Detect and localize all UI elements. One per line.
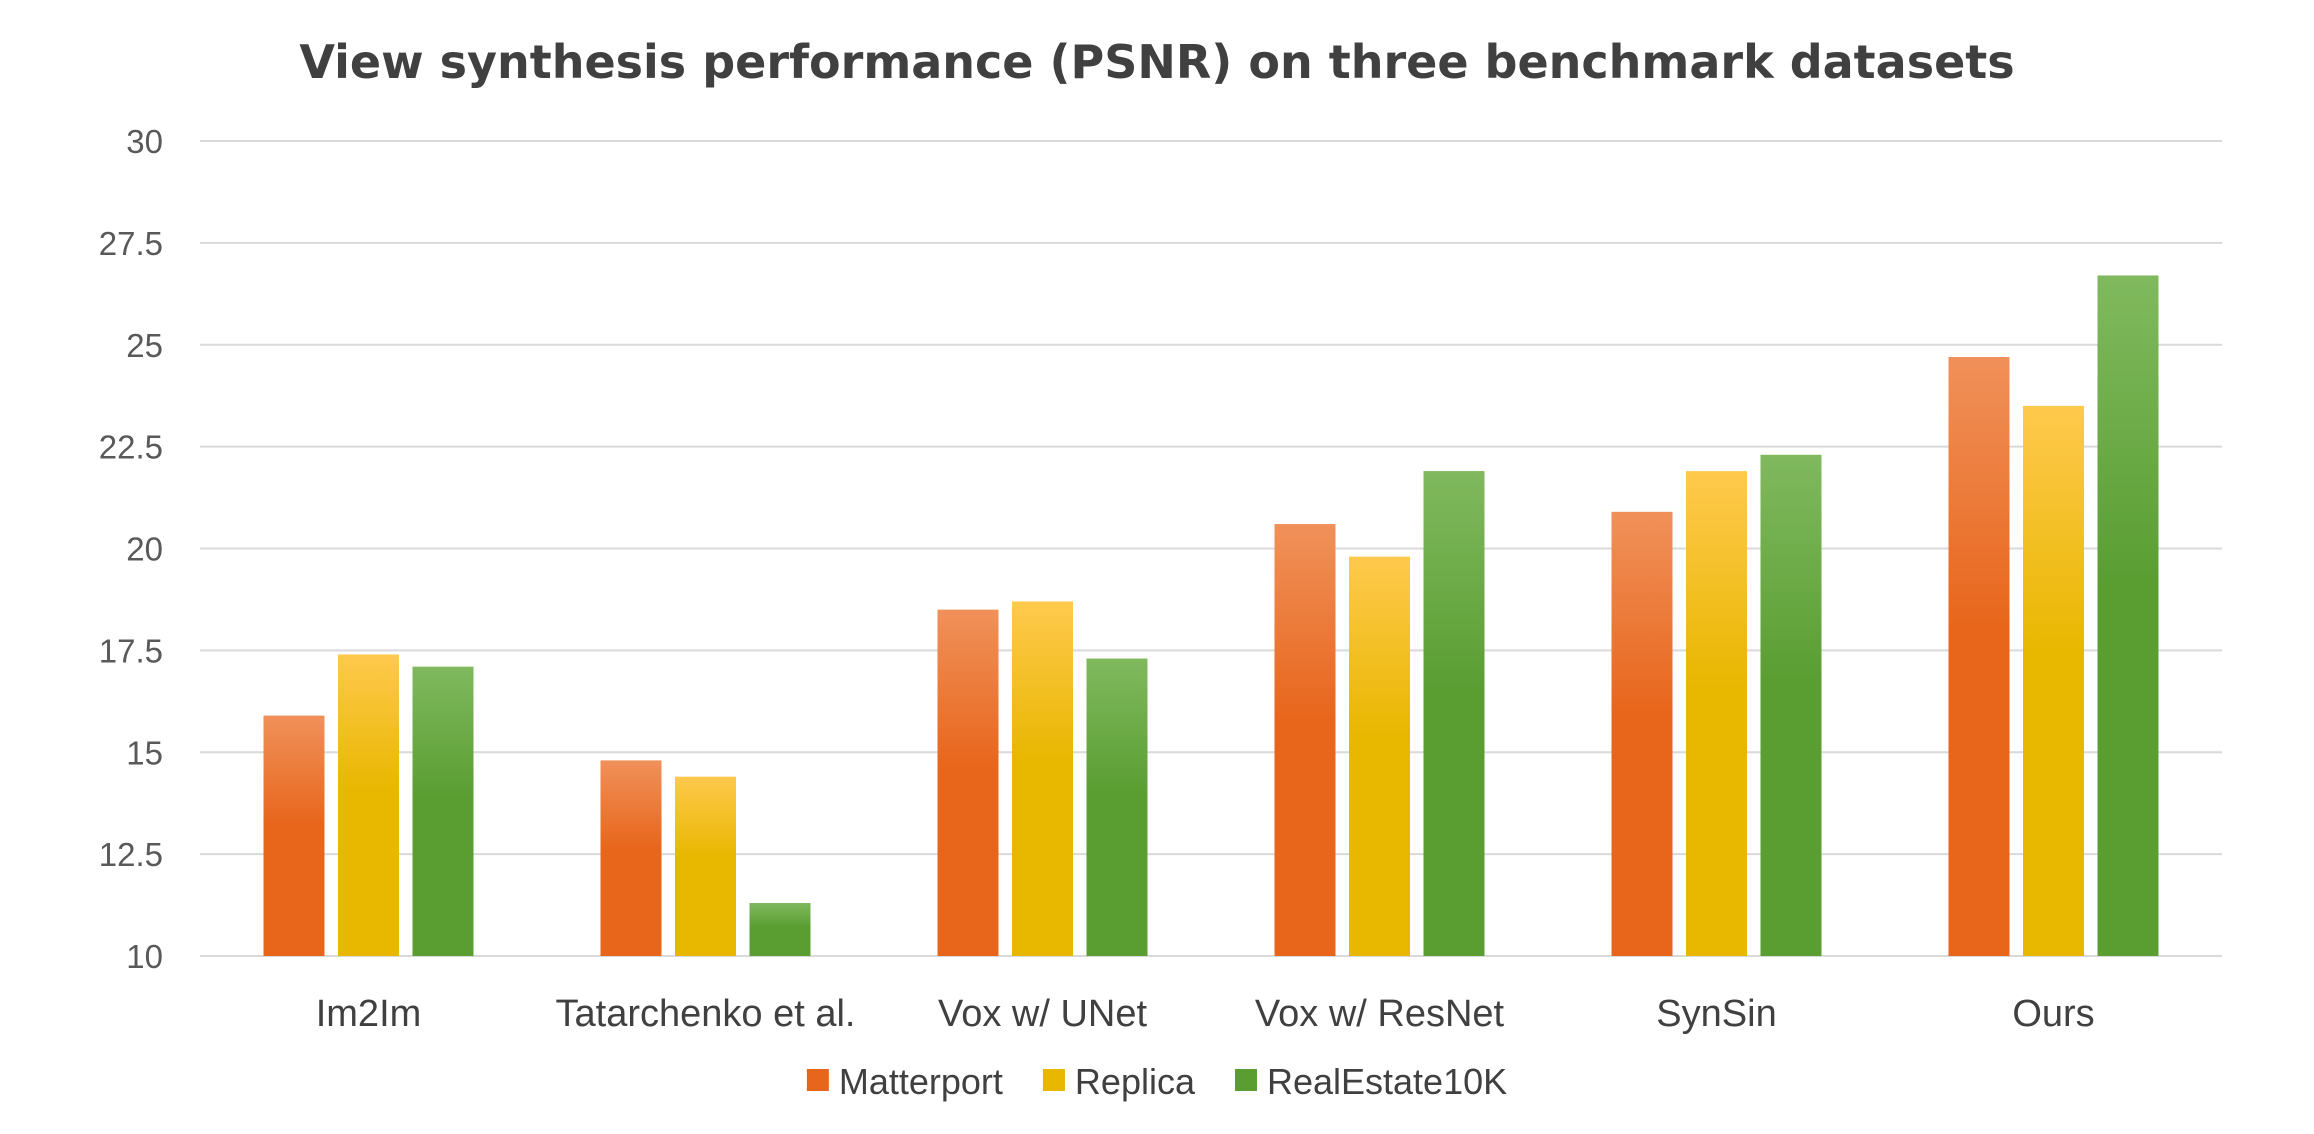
bar-replica	[338, 654, 399, 956]
bar-realestate10k	[2097, 275, 2159, 957]
x-category-label: Vox w/ UNet	[938, 993, 1148, 1035]
x-category-label: Tatarchenko et al.	[556, 993, 856, 1035]
legend-item: RealEstate10K	[1234, 1061, 1507, 1102]
bar-matterport	[263, 715, 325, 956]
x-category-label: Im2Im	[316, 993, 422, 1035]
y-tick-label: 17.5	[99, 632, 163, 669]
bar-replica	[1686, 471, 1747, 956]
x-category-label: Ours	[2012, 993, 2094, 1035]
y-tick-label: 10	[126, 938, 163, 975]
y-tick-label: 15	[126, 734, 163, 771]
bar-replica	[2023, 405, 2084, 956]
y-tick-label: 25	[126, 327, 163, 364]
chart-title: View synthesis performance (PSNR) on thr…	[299, 35, 2014, 89]
legend-swatch	[1042, 1069, 1065, 1091]
y-axis-ticks: 10 12.5 15 17.5 20 22.5 25 27.5 30	[99, 123, 163, 975]
legend: Matterport Replica RealEstate10K	[806, 1061, 1507, 1102]
bar-matterport	[1948, 356, 2010, 957]
bar-realestate10k	[1760, 454, 1822, 956]
bar-realestate10k	[1086, 658, 1148, 956]
y-tick-label: 20	[126, 531, 163, 568]
legend-item: Matterport	[806, 1061, 1003, 1102]
legend-swatch	[806, 1069, 829, 1091]
legend-label: Replica	[1075, 1061, 1196, 1102]
y-tick-label: 27.5	[99, 225, 163, 262]
legend-label: RealEstate10K	[1267, 1061, 1507, 1102]
bar-matterport	[1274, 524, 1336, 956]
x-category-label: Vox w/ ResNet	[1255, 993, 1505, 1035]
bar-replica	[675, 776, 736, 956]
bar-replica	[1012, 601, 1073, 956]
legend-swatch	[1234, 1069, 1257, 1091]
bar-realestate10k	[749, 903, 811, 956]
bar-matterport	[1611, 511, 1673, 956]
bar-realestate10k	[1423, 471, 1485, 956]
x-axis-categories: Im2Im Tatarchenko et al. Vox w/ UNet Vox w/…	[316, 993, 2095, 1035]
y-tick-label: 12.5	[99, 836, 163, 873]
bar-realestate10k	[412, 666, 474, 956]
bars	[263, 275, 2159, 957]
gridlines	[200, 140, 2222, 957]
y-tick-label: 30	[126, 123, 163, 160]
bar-matterport	[600, 760, 662, 956]
legend-label: Matterport	[839, 1061, 1003, 1102]
bar-matterport	[937, 609, 999, 956]
y-tick-label: 22.5	[99, 429, 163, 466]
legend-item: Replica	[1042, 1061, 1196, 1102]
bar-replica	[1349, 556, 1410, 956]
x-category-label: SynSin	[1656, 993, 1776, 1035]
